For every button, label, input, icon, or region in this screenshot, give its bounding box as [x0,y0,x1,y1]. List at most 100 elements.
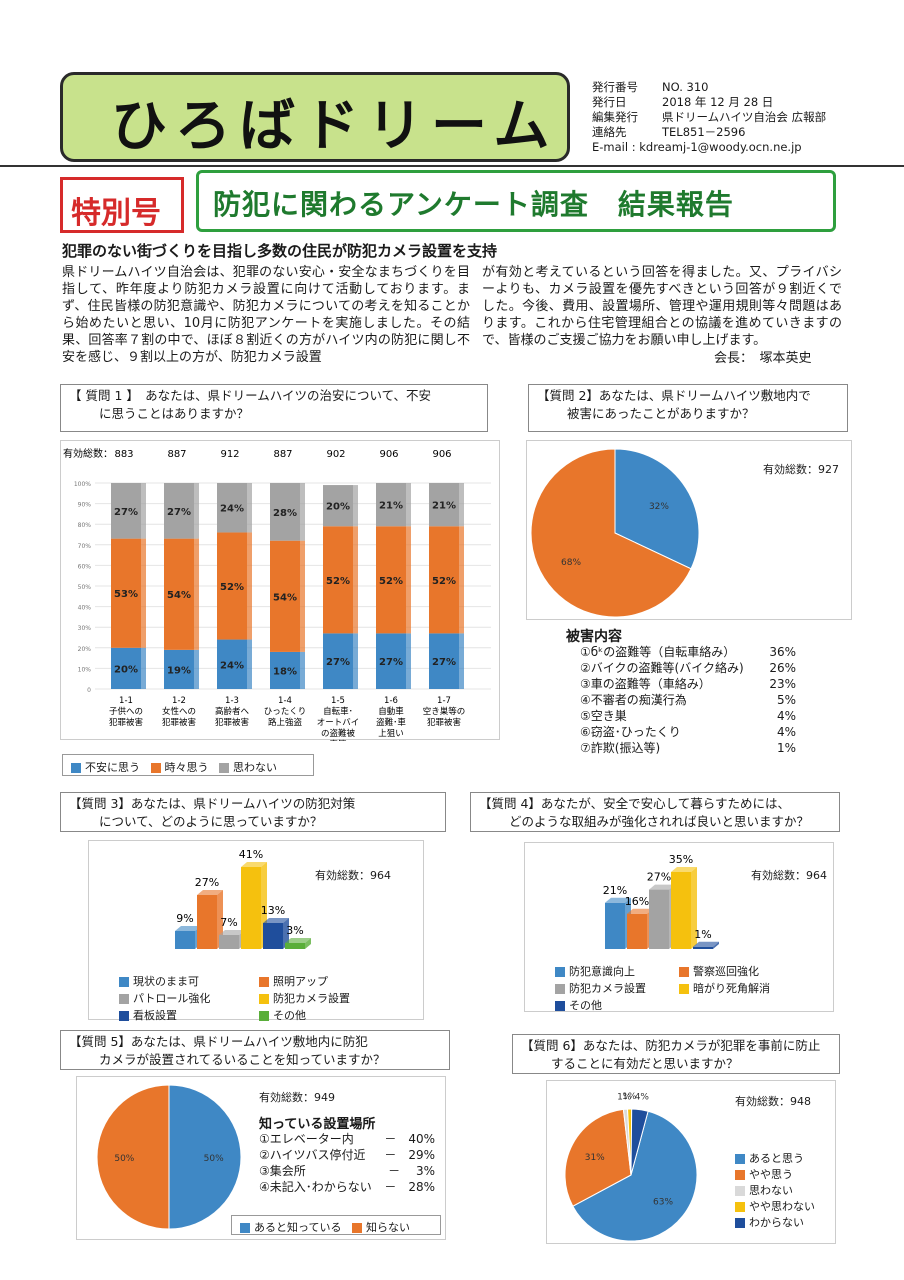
data-label: 13% [261,904,285,917]
q4-total: 有効総数：964 [751,869,827,882]
signature: 会長： 塚本英史 [714,351,812,366]
data-label: 27% [647,871,671,884]
legend-item: 現状のまま可 [119,973,259,989]
x-category-label: ひったくり [264,707,307,717]
slice-label: 4% [635,1093,650,1103]
q4-chart-frame: 21% 16% 27% 35% 1% 有効総数：964 防犯意識向上 警察巡回強化 防犯… [524,842,834,1012]
legend-item: 不安に思う [71,761,140,774]
q1-total-value: 906 [379,449,398,460]
y-tick-label: 80% [78,522,92,529]
bar-side [305,938,311,949]
bar-top [285,938,311,943]
issue-info: 発行番号 NO. 310 発行日 2018 年 12 月 28 日 編集発行 県ドリー… [592,80,826,155]
banner-title: 防犯に関わるアンケート調査 結果報告 [213,188,734,221]
x-category-label: 上狙い [378,729,404,739]
x-category-label: オートバイ [317,718,360,728]
list-item: ④不審者の痴漢行為 5% [580,693,796,707]
bar-side [713,941,719,949]
legend-item: 防犯意識向上 [555,963,679,979]
bar-segment [323,485,353,527]
data-label: 21% [603,884,627,897]
bar [627,913,647,949]
bar-top [649,884,675,890]
bar-top [175,926,201,931]
bar-segment-side [141,538,146,648]
q5-chart-frame: 50% 50% 有効総数：949 知っている設置場所 ①エレベーター内－ 40% … [76,1076,446,1240]
x-category-label: 1-6 [384,696,398,706]
legend-item: 知らない [351,1221,410,1234]
legend-item: 防犯カメラ設置 [555,980,679,996]
x-category-label: 空き巣等の [423,706,466,717]
q3-total: 有効総数：964 [315,869,391,882]
bar-segment [217,532,247,640]
y-tick-label: 100% [74,481,91,488]
bar [197,895,217,949]
divider [0,165,904,167]
x-category-label: 自動車 [378,706,404,717]
data-label: 21% [432,501,456,512]
q6-legend: あると思う やや思う 思わない やや思わない わからない [735,1151,815,1231]
data-label: 27% [326,657,350,668]
data-label: 54% [273,592,297,603]
pie-slice [96,1084,170,1230]
data-label: 3% [286,924,303,937]
lede: 犯罪のない街づくりを目指し多数の住民が防犯カメラ設置を支持 [62,242,498,260]
list-item: ⑤空き巣 4% [580,709,796,723]
x-category-label: 犯罪被害 [215,717,249,728]
article-col1: 県ドリームハイツ自治会は、犯罪のない安心・安全なまちづくりを目指して、昨年度より… [62,265,470,365]
bar-segment-side [300,483,305,541]
legend-item: 思わない [735,1183,815,1199]
x-category-label: 1-2 [172,696,186,706]
legend-item: あると知っている [240,1221,341,1234]
legend-item: パトロール強化 [119,990,259,1006]
bar [219,935,239,949]
bar-segment-side [141,647,146,689]
data-label: 27% [432,657,456,668]
data-label: 52% [432,576,456,587]
bar [175,931,195,949]
q2-damage-title: 被害内容 [566,629,622,645]
issue-row: 発行日 2018 年 12 月 28 日 [592,95,774,109]
bar-top [693,941,719,947]
x-category-label: 犯罪被害 [109,717,143,728]
y-tick-label: 60% [78,563,92,570]
q6-chart-frame: 63% 31% 1% 1% 4% 有効総数：948 あると思う やや思う 思わない やや… [546,1080,836,1244]
bar-segment-side [300,540,305,652]
bar [241,867,261,949]
bar-segment-side [406,526,411,634]
x-category-label: 自転車･ [323,706,353,717]
q1-total-label: 有効総数： [63,447,113,460]
bar-segment-side [247,483,252,533]
data-label: 9% [176,912,193,925]
q2-question: 【質問 2】あなたは、県ドリームハイツ敷地内で 被害にあったことがありますか？ [528,384,848,432]
issue-row: 編集発行 県ドリームハイツ自治会 広報部 [592,110,827,124]
list-item: ⑥窃盗･ひったくり 4% [580,725,796,739]
bar-segment-side [141,483,146,539]
bar-segment [376,633,406,689]
slice-label: 31% [585,1153,605,1163]
bar-segment [217,483,247,533]
data-label: 52% [326,576,350,587]
q1-total-value: 902 [326,449,345,460]
bar-top [219,930,245,935]
bar-segment-side [194,483,199,539]
q2-damage-list: ①бᵏの盗難等（自転車絡み） 36% ②バイクの盗難等(バイク絡み) 26% ③車の… [580,644,796,756]
bar-segment [111,647,141,689]
bar-segment [270,540,300,652]
pie-slice [614,448,700,570]
y-tick-label: 70% [78,543,92,550]
bar-segment [164,538,194,650]
data-label: 52% [220,582,244,593]
bar-segment [429,526,459,634]
bar-segment [323,526,353,634]
q1-total-value: 887 [273,449,292,460]
bar-top [263,918,289,923]
legend-item: 警察巡回強化 [679,963,829,979]
q2-pie-chart: 32% 68% [530,448,700,618]
bar [605,902,625,949]
list-item: ①бᵏの盗難等（自転車絡み） 36% [580,645,796,659]
bar-side [691,867,697,949]
q2-chart-frame: 32% 68% 有効総数：927 [526,440,852,620]
y-tick-label: 0 [87,687,91,694]
bar-segment-side [406,483,411,527]
